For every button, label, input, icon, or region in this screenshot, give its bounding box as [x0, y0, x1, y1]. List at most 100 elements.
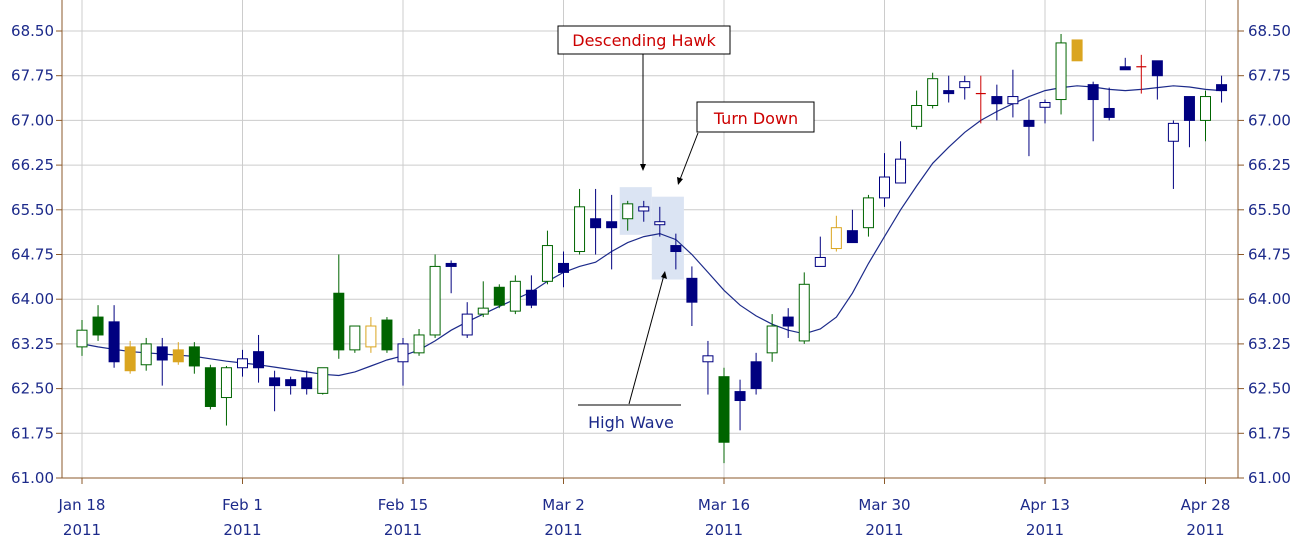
y-tick-label-right: 67.00: [1248, 111, 1291, 129]
candle: [124, 340, 136, 374]
candle: [349, 325, 361, 353]
candle: [333, 254, 345, 359]
x-tick-label-date: Mar 2: [542, 496, 585, 514]
candle: [1136, 54, 1147, 94]
candle-body: [606, 221, 618, 229]
y-tick-label-left: 62.50: [11, 380, 54, 398]
y-tick-label-left: 64.00: [11, 290, 54, 308]
turn-down-arrowhead: [677, 177, 683, 185]
candle: [830, 215, 842, 252]
candle-body: [188, 346, 200, 367]
y-tick-label-right: 63.25: [1248, 335, 1291, 353]
x-tick-label-date: Mar 16: [698, 496, 750, 514]
candle: [108, 305, 120, 368]
candle: [975, 75, 986, 124]
candle-body: [911, 105, 923, 127]
candle: [445, 260, 457, 294]
high-wave-label: High Wave: [588, 413, 674, 432]
candle-body: [638, 206, 650, 212]
candle: [606, 194, 618, 270]
candle: [1200, 90, 1211, 142]
candle: [301, 370, 313, 395]
y-tick-label-left: 61.75: [11, 424, 54, 442]
candle: [1183, 96, 1195, 148]
x-tick-label-date: Apr 13: [1020, 496, 1070, 514]
candle-body: [766, 325, 778, 354]
x-tick-label-year: 2011: [223, 521, 261, 539]
y-tick-label-left: 67.00: [11, 111, 54, 129]
candle: [718, 367, 730, 464]
candle: [140, 337, 152, 371]
y-tick-label-left: 65.50: [11, 201, 54, 219]
y-tick-label-right: 61.75: [1248, 424, 1291, 442]
candle-body: [445, 262, 457, 267]
y-tick-label-right: 62.50: [1248, 380, 1291, 398]
candle-body: [895, 158, 907, 184]
candle: [895, 141, 907, 184]
candle: [750, 352, 762, 395]
candle: [734, 379, 746, 431]
candle: [766, 314, 778, 362]
y-tick-label-right: 66.25: [1248, 156, 1291, 174]
candle: [558, 251, 569, 288]
turn-down-highlight: [651, 196, 684, 280]
candle-body: [461, 313, 473, 336]
candle-body: [1055, 42, 1067, 101]
candle-body: [702, 355, 714, 363]
candle-body: [1071, 39, 1083, 62]
high-wave-arrow: [628, 274, 665, 405]
candle: [188, 342, 200, 374]
candle-body: [253, 351, 265, 369]
candle-body: [429, 265, 441, 336]
candle: [879, 153, 890, 207]
candle: [541, 230, 553, 285]
candle: [911, 90, 923, 130]
candle: [814, 236, 826, 267]
candle: [269, 370, 281, 412]
candle: [670, 233, 682, 270]
candles: [76, 33, 1228, 464]
candle-body: [798, 283, 810, 342]
candle-body: [1039, 102, 1051, 108]
y-tick-label-left: 64.75: [11, 246, 54, 264]
candle-body: [686, 277, 698, 303]
candle-body: [1216, 84, 1228, 92]
candle: [493, 284, 505, 309]
candle: [1151, 60, 1163, 100]
candle: [429, 254, 441, 338]
candle: [365, 317, 377, 353]
candle: [862, 194, 874, 237]
candle-body: [1200, 96, 1211, 121]
x-tick-label-date: Feb 15: [378, 496, 428, 514]
candle-body: [156, 346, 168, 361]
candle: [927, 72, 939, 109]
y-tick-label-right: 64.75: [1248, 246, 1291, 264]
candle: [317, 367, 329, 395]
candle: [1103, 87, 1115, 121]
candle: [237, 349, 248, 377]
candle: [1039, 99, 1051, 124]
candle-body: [381, 319, 393, 351]
plot-background: [62, 0, 1238, 478]
candle-body: [718, 376, 730, 443]
candle-body: [622, 203, 634, 220]
candle-body: [1151, 60, 1163, 77]
descending-hawk-arrowhead: [640, 164, 646, 171]
candle-body: [1087, 84, 1099, 101]
candle: [525, 275, 537, 309]
candle-body: [317, 367, 329, 394]
y-tick-label-left: 61.00: [11, 469, 54, 487]
candle: [1087, 81, 1099, 142]
candle-body: [509, 280, 521, 312]
candle-body: [92, 316, 104, 336]
candle-body: [879, 176, 890, 199]
candle: [654, 206, 666, 237]
candle: [638, 200, 650, 222]
candle: [686, 266, 698, 327]
candle: [991, 84, 1003, 121]
candle-body: [846, 230, 858, 244]
candle-body: [943, 90, 955, 95]
candle: [477, 281, 489, 318]
candle-body: [365, 325, 377, 348]
candle-body: [477, 307, 489, 315]
